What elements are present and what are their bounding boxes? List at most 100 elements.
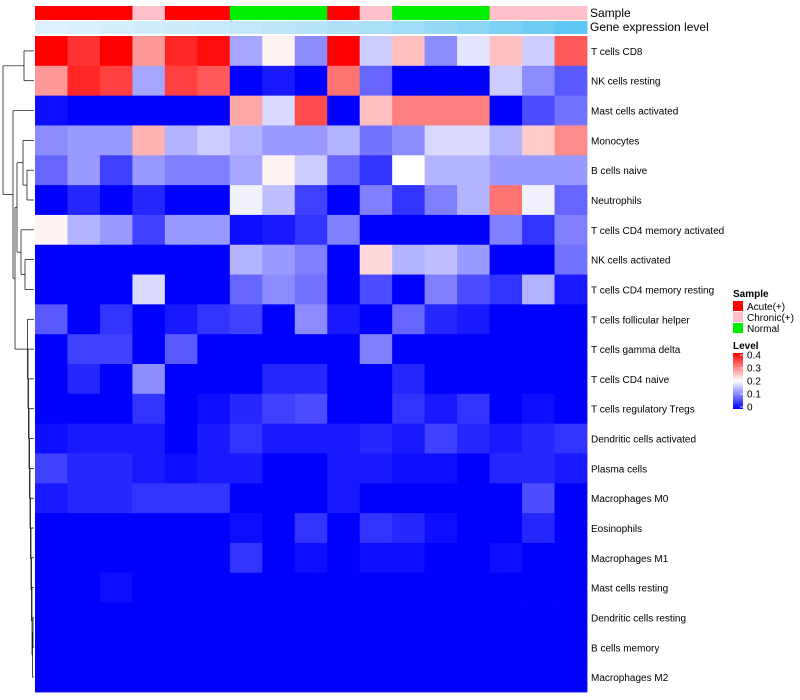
heatmap-cell <box>35 244 68 275</box>
annotation-cell-sample <box>35 6 68 20</box>
heatmap-cell <box>327 244 361 275</box>
heatmap-cell <box>554 65 588 97</box>
heatmap-cell <box>392 364 426 395</box>
heatmap-cell <box>554 185 588 216</box>
heatmap-cell <box>294 632 328 663</box>
annotation-cell-sample <box>554 6 588 20</box>
heatmap-cell <box>424 274 458 305</box>
annotation-cell-gene-expression <box>164 21 198 34</box>
heatmap-cell <box>132 304 166 335</box>
heatmap-cell <box>229 602 263 633</box>
heatmap-cell <box>522 364 555 395</box>
heatmap-cell <box>99 662 133 693</box>
heatmap-cell <box>392 632 426 663</box>
heatmap-cell <box>457 65 490 97</box>
heatmap-cell <box>522 453 555 484</box>
heatmap-cell <box>197 185 231 216</box>
heatmap-cell <box>327 274 361 305</box>
heatmap-cell <box>489 36 523 67</box>
heatmap-cell <box>99 185 133 216</box>
heatmap-cell <box>99 155 133 186</box>
heatmap-cell <box>327 65 361 97</box>
heatmap-cell <box>327 214 361 246</box>
heatmap-cell <box>359 632 393 663</box>
heatmap-cell <box>132 572 166 603</box>
heatmap-cell <box>424 125 458 156</box>
heatmap-cell <box>164 65 198 97</box>
heatmap-cell <box>457 155 490 186</box>
legend-level-title: Level <box>733 341 759 352</box>
heatmap-cell <box>164 185 198 216</box>
heatmap-cell <box>164 662 198 693</box>
heatmap-cell <box>392 36 426 67</box>
row-label: Plasma cells <box>591 464 647 475</box>
heatmap-cell <box>392 423 426 454</box>
heatmap-cell <box>229 542 263 574</box>
heatmap-cell <box>489 334 523 365</box>
heatmap-cell <box>67 185 101 216</box>
annotation-cell-gene-expression <box>294 21 328 34</box>
heatmap-cell <box>99 274 133 305</box>
row-label: B cells memory <box>591 643 659 654</box>
row-label: Dendritic cells activated <box>591 435 696 446</box>
row-label: Mast cells resting <box>591 584 668 595</box>
annotation-cell-gene-expression <box>229 21 263 34</box>
annotation-cell-sample <box>262 6 296 20</box>
heatmap-cell <box>262 95 296 126</box>
heatmap-cell <box>522 572 555 603</box>
heatmap-cell <box>489 65 523 97</box>
heatmap-cell <box>424 632 458 663</box>
heatmap-cell <box>229 125 263 156</box>
heatmap-cell <box>262 483 296 514</box>
heatmap-cell <box>35 125 68 156</box>
heatmap-cell <box>35 364 68 395</box>
heatmap-cell <box>99 483 133 514</box>
heatmap-cell <box>294 214 328 246</box>
heatmap-cell <box>35 483 68 514</box>
heatmap-cell <box>424 393 458 425</box>
heatmap-cell <box>99 513 133 544</box>
heatmap-cell <box>424 602 458 633</box>
heatmap-cell <box>457 214 490 246</box>
heatmap-cell <box>424 662 458 693</box>
heatmap-cell <box>522 214 555 246</box>
row-label: T cells CD4 memory resting <box>591 285 714 296</box>
heatmap-cell <box>229 423 263 454</box>
legend-sample-label: Acute(+) <box>747 302 785 313</box>
heatmap-cell <box>294 393 328 425</box>
heatmap-cell <box>164 244 198 275</box>
heatmap-cell <box>359 214 393 246</box>
heatmap-cell <box>522 602 555 633</box>
heatmap-cell <box>359 662 393 693</box>
annotation-cell-sample <box>132 6 166 20</box>
heatmap-cell <box>522 483 555 514</box>
heatmap-cell <box>132 513 166 544</box>
heatmap-cell <box>359 453 393 484</box>
heatmap-cell <box>457 95 490 126</box>
heatmap-cell <box>67 483 101 514</box>
heatmap-cell <box>67 304 101 335</box>
heatmap-cell <box>294 274 328 305</box>
heatmap-cell <box>554 364 588 395</box>
heatmap-cell <box>262 602 296 633</box>
heatmap-cell <box>262 125 296 156</box>
heatmap-cell <box>197 334 231 365</box>
heatmap-cell <box>35 65 68 97</box>
heatmap-cell <box>229 632 263 663</box>
heatmap-cell <box>197 662 231 693</box>
heatmap-cell <box>67 364 101 395</box>
heatmap-cell <box>554 155 588 186</box>
heatmap-cell <box>99 423 133 454</box>
heatmap-cell <box>424 155 458 186</box>
heatmap-cell <box>359 513 393 544</box>
heatmap-cell <box>489 95 523 126</box>
heatmap-cell <box>554 453 588 484</box>
annotation-cell-sample <box>522 6 555 20</box>
heatmap-cell <box>132 393 166 425</box>
row-label: T cells CD4 naive <box>591 375 670 386</box>
heatmap-cell <box>554 95 588 126</box>
heatmap-cell <box>489 423 523 454</box>
heatmap-cell <box>457 572 490 603</box>
heatmap-cell <box>35 542 68 574</box>
